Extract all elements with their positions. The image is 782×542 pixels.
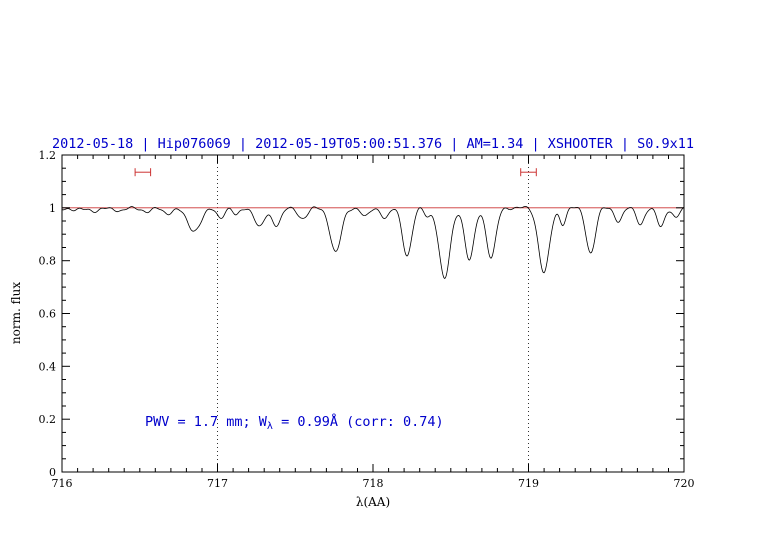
x-tick-label: 720: [674, 477, 695, 490]
y-tick-label: 0.2: [39, 413, 57, 426]
x-axis-label: λ(AA): [356, 495, 390, 509]
y-tick-label: 0.4: [39, 360, 57, 373]
range-marker: [520, 168, 537, 177]
x-tick-label: 717: [207, 477, 228, 490]
pwv-annotation-subscript: λ: [267, 421, 273, 432]
pwv-annotation-prefix: PWV = 1.7 mm; W: [145, 414, 268, 430]
x-tick-label: 719: [518, 477, 539, 490]
x-tick-label: 718: [363, 477, 384, 490]
tick-labels-layer: 716 717 718 719 720 0 0.2 0.4 0.6 0.8 1 1.2: [39, 149, 695, 490]
x-tick-label: 716: [52, 477, 73, 490]
ticks-layer: [61, 154, 685, 473]
spectrum-line: [61, 205, 685, 279]
spectrum-line-layer: [61, 205, 685, 279]
range-marker: [134, 168, 152, 177]
y-tick-label: 0.6: [39, 308, 57, 321]
y-axis-label: norm. flux: [9, 282, 23, 344]
y-tick-label: 0.8: [39, 255, 57, 268]
y-tick-label: 1.2: [39, 149, 57, 162]
y-tick-label: 1: [49, 202, 56, 215]
pwv-annotation: PWV = 1.7 mm; Wλ = 0.99Å (corr: 0.74): [145, 413, 444, 432]
range-markers-layer: [134, 168, 537, 177]
pwv-annotation-suffix: = 0.99Å (corr: 0.74): [273, 413, 444, 430]
y-tick-label: 0: [49, 466, 56, 479]
chart-title: 2012-05-18 | Hip076069 | 2012-05-19T05:0…: [52, 136, 694, 152]
